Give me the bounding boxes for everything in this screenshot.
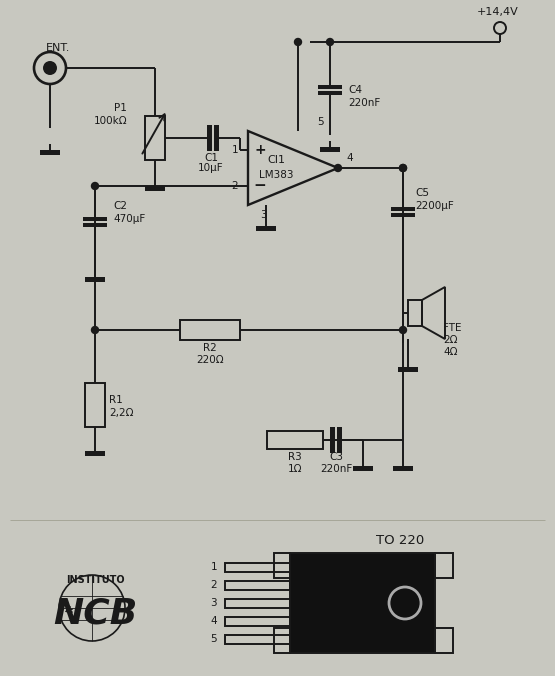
Circle shape [335,164,341,172]
Circle shape [92,183,98,189]
Bar [274,628,290,653]
Text: C3: C3 [329,452,343,462]
Bar [225,617,290,626]
Circle shape [400,327,406,333]
Text: 2200μF: 2200μF [415,201,454,211]
Text: 4Ω: 4Ω [443,347,457,357]
Text: LM383: LM383 [259,170,293,180]
Circle shape [326,39,334,45]
Bar [290,553,435,653]
Bar [398,367,418,372]
Bar [330,427,335,453]
Circle shape [295,39,301,45]
Text: 3: 3 [260,210,266,220]
Text: 5: 5 [317,117,324,127]
Bar [274,553,290,578]
Text: 220nF: 220nF [348,98,380,108]
Text: C5: C5 [415,188,429,198]
Text: ENT.: ENT. [46,43,70,53]
Text: P1: P1 [114,103,127,113]
Bar [318,84,342,89]
Bar [83,217,107,221]
Bar [85,277,105,282]
Circle shape [43,61,57,75]
Text: CI1: CI1 [267,155,285,165]
Bar [225,635,290,644]
Text: 1: 1 [210,562,217,573]
Text: 2: 2 [231,181,238,191]
Text: C4: C4 [348,85,362,95]
Circle shape [92,327,98,333]
Text: 100kΩ: 100kΩ [93,116,127,126]
Text: 5: 5 [210,635,217,644]
Bar [320,147,340,152]
Text: R2: R2 [203,343,217,353]
Text: 3: 3 [210,598,217,608]
Text: 220nF: 220nF [320,464,352,474]
Bar [435,628,453,653]
Bar [391,206,415,210]
Bar [318,91,342,95]
Bar [225,599,290,608]
Bar [145,186,165,191]
Bar [256,226,276,231]
Text: +: + [254,143,266,157]
Text: 4: 4 [210,617,217,627]
Bar [85,451,105,456]
Text: C2: C2 [113,201,127,211]
Text: NCB: NCB [53,596,137,630]
Bar [225,581,290,590]
Text: TO 220: TO 220 [376,533,424,546]
Text: +14,4V: +14,4V [477,7,519,17]
Bar [214,125,219,151]
Text: 2: 2 [210,581,217,591]
Bar [85,383,105,427]
Bar [225,563,290,572]
Bar [393,466,413,471]
Text: 1: 1 [231,145,238,155]
Bar [408,300,422,326]
Text: −: − [254,178,266,193]
Bar [83,223,107,227]
Bar [337,427,342,453]
Text: 2Ω: 2Ω [443,335,457,345]
Bar [267,431,323,449]
Bar [145,116,165,160]
Bar [353,466,373,471]
Text: C1: C1 [204,153,218,163]
Text: FTE: FTE [443,323,462,333]
Bar [207,125,212,151]
Text: 220Ω: 220Ω [196,355,224,365]
Text: 10μF: 10μF [198,163,224,173]
Text: 4: 4 [346,153,352,163]
Text: 2,2Ω: 2,2Ω [109,408,134,418]
Circle shape [400,164,406,172]
Text: 470μF: 470μF [113,214,145,224]
Text: R1: R1 [109,395,123,405]
Text: INSTITUTO: INSTITUTO [65,575,124,585]
Text: R3: R3 [288,452,302,462]
Circle shape [400,164,406,172]
Bar [180,320,240,340]
Bar [40,150,60,155]
Text: 1Ω: 1Ω [287,464,302,474]
Bar [435,553,453,578]
Bar [391,212,415,216]
